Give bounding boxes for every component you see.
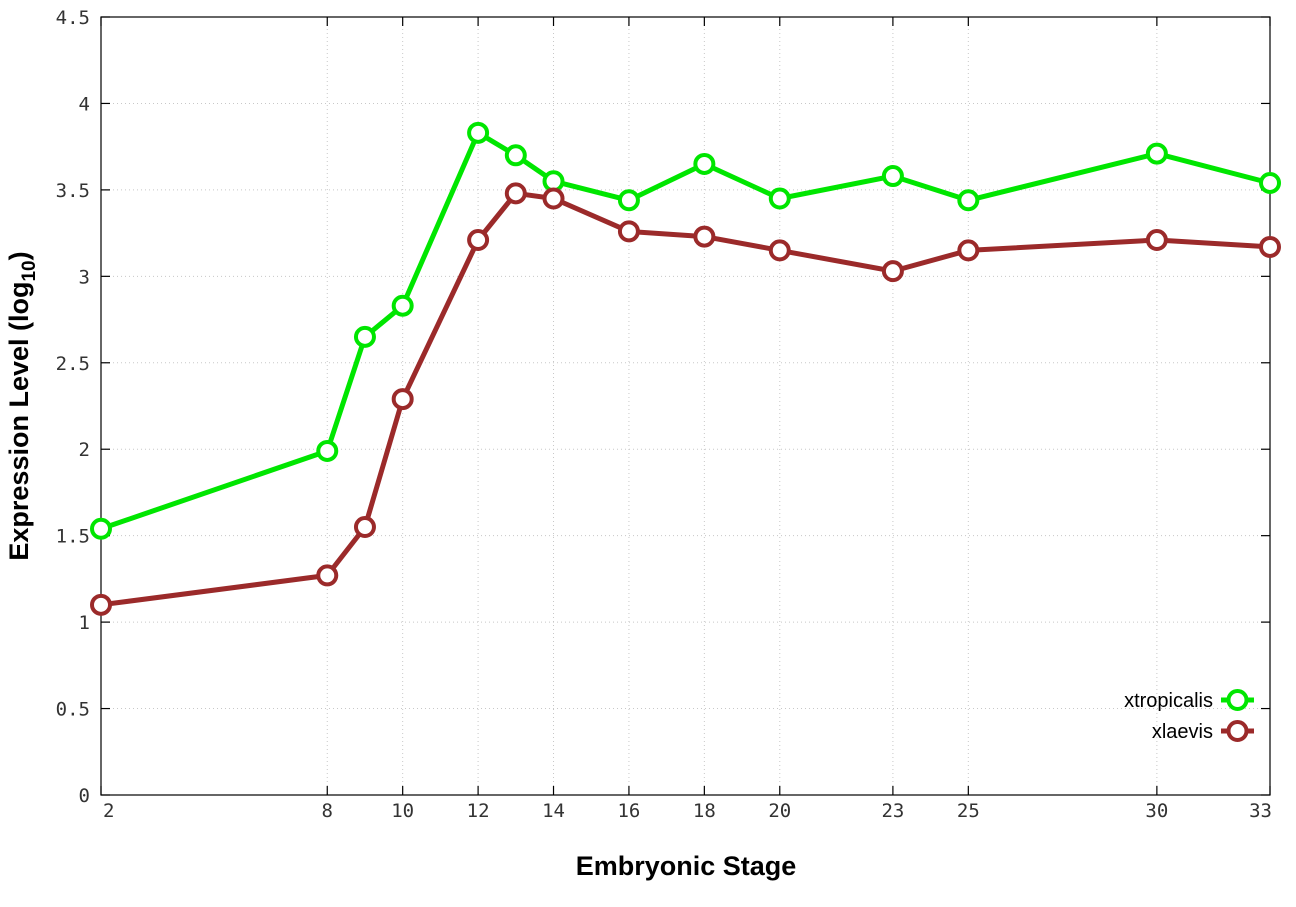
data-point-xlaevis xyxy=(617,220,640,243)
series-line-xlaevis xyxy=(100,190,1271,608)
y-tick-label: 2 xyxy=(79,439,90,461)
series-xlaevis xyxy=(90,182,1281,616)
x-axis-tick-labels: 2 8 10 12 14 16 18 20 23 25 30 33 xyxy=(103,800,1272,822)
y-tick-label: 0 xyxy=(79,785,90,807)
y-tick-label: 1.5 xyxy=(56,526,90,548)
data-point-xtropicalis xyxy=(957,189,980,212)
legend-marker-xtropicalis xyxy=(1226,689,1249,711)
x-tick-label: 30 xyxy=(1145,800,1168,822)
data-point-xtropicalis xyxy=(90,517,112,540)
series-xtropicalis xyxy=(90,121,1281,540)
legend: xtropicalis xlaevis xyxy=(1124,689,1254,743)
axis-ticks xyxy=(100,16,1271,796)
data-point-xlaevis xyxy=(467,229,490,252)
legend-label-xlaevis: xlaevis xyxy=(1152,721,1213,743)
x-tick-label: 14 xyxy=(542,800,565,822)
y-axis-title-close: ) xyxy=(4,251,34,260)
y-axis-title-subscript: 10 xyxy=(19,260,40,281)
data-point-xtropicalis xyxy=(617,189,640,212)
data-point-xlaevis xyxy=(693,225,716,248)
y-axis-tick-labels: 0 0.5 1 1.5 2 2.5 3 3.5 4 4.5 xyxy=(56,7,90,807)
data-point-xtropicalis xyxy=(693,152,716,175)
data-point-xtropicalis xyxy=(316,439,339,462)
data-point-xlaevis xyxy=(391,388,414,411)
y-tick-label: 1 xyxy=(79,612,90,634)
y-tick-label: 2.5 xyxy=(56,353,90,375)
x-tick-label: 10 xyxy=(391,800,414,822)
data-point-xtropicalis xyxy=(1259,171,1281,194)
plot-frame xyxy=(100,16,1271,796)
x-tick-label: 23 xyxy=(881,800,904,822)
legend-item-xlaevis: xlaevis xyxy=(1152,720,1254,743)
data-point-xlaevis xyxy=(957,239,980,262)
data-point-xlaevis xyxy=(1145,229,1168,252)
legend-item-xtropicalis: xtropicalis xyxy=(1124,689,1254,712)
x-tick-label: 25 xyxy=(957,800,980,822)
x-tick-label: 2 xyxy=(103,800,114,822)
x-tick-label: 33 xyxy=(1249,800,1272,822)
data-point-xlaevis xyxy=(768,239,791,262)
data-point-xtropicalis xyxy=(881,165,904,188)
data-point-xlaevis xyxy=(542,187,565,210)
y-axis-title-main: Expression Level (log xyxy=(4,282,34,561)
y-tick-label: 3.5 xyxy=(56,180,90,202)
data-point-xlaevis xyxy=(881,260,904,283)
series-line-xtropicalis xyxy=(100,130,1271,532)
x-tick-label: 20 xyxy=(768,800,791,822)
data-point-xtropicalis xyxy=(391,294,414,317)
data-point-xtropicalis xyxy=(1145,142,1168,165)
y-tick-label: 3 xyxy=(79,266,90,288)
x-tick-label: 16 xyxy=(617,800,640,822)
data-point-xtropicalis xyxy=(467,121,490,144)
y-tick-label: 0.5 xyxy=(56,699,90,721)
x-axis-title: Embryonic Stage xyxy=(576,851,797,881)
data-point-xlaevis xyxy=(1259,235,1281,258)
x-tick-label: 8 xyxy=(322,800,333,822)
grid xyxy=(101,17,1270,795)
legend-label-xtropicalis: xtropicalis xyxy=(1124,690,1213,712)
data-point-xlaevis xyxy=(353,516,376,539)
data-point-xtropicalis xyxy=(768,187,791,210)
data-point-xlaevis xyxy=(504,182,527,205)
x-tick-label: 12 xyxy=(467,800,490,822)
series-lines xyxy=(90,121,1281,616)
y-tick-label: 4 xyxy=(79,93,90,115)
y-axis-title: Expression Level (log10) xyxy=(4,251,40,560)
x-tick-label: 18 xyxy=(693,800,716,822)
data-point-xlaevis xyxy=(90,593,112,616)
data-point-xtropicalis xyxy=(504,144,527,167)
y-tick-label: 4.5 xyxy=(56,7,90,29)
legend-marker-xlaevis xyxy=(1226,720,1249,742)
data-point-xlaevis xyxy=(316,564,339,587)
data-point-xtropicalis xyxy=(353,325,376,348)
